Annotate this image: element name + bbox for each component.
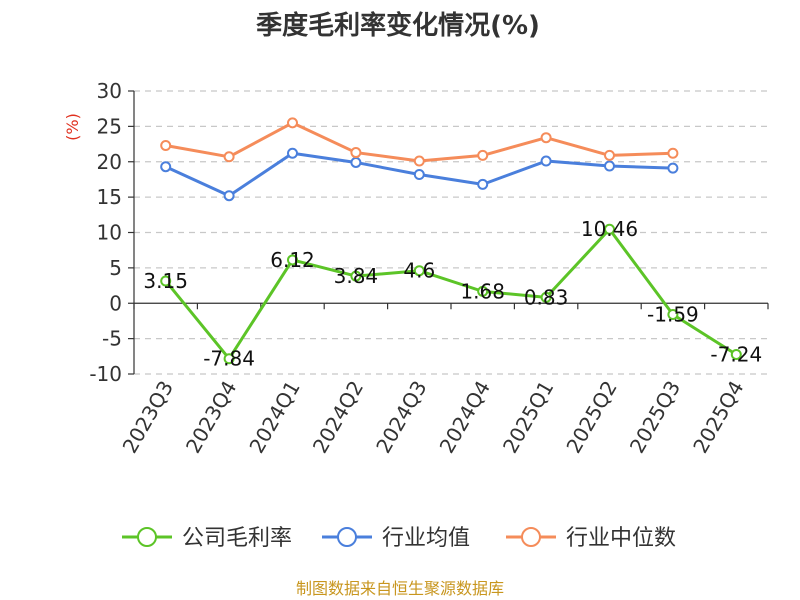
data-point — [540, 132, 552, 144]
data-point — [350, 147, 362, 159]
data-point — [160, 275, 172, 287]
data-label: 10.46 — [581, 217, 638, 241]
series-line — [165, 121, 673, 163]
data-point — [604, 160, 615, 172]
data-point — [350, 156, 362, 168]
y-tick-label: 0 — [109, 291, 122, 315]
x-tick-label: 2024Q2 — [308, 377, 368, 458]
y-tick-label: 25 — [97, 114, 122, 138]
data-label: 6.12 — [270, 248, 315, 272]
y-tick-label: 10 — [97, 221, 122, 245]
data-point — [477, 178, 489, 190]
data-point — [604, 149, 615, 161]
data-point — [287, 254, 298, 266]
data-labels: 3.15 -7.84 6.12 3.84 4.6 1.68 0.83 10.46 -1.59 -7… — [143, 217, 762, 370]
y-tick-label: -10 — [89, 362, 122, 386]
y-tick-label: -5 — [102, 327, 122, 351]
data-label: 0.83 — [524, 285, 569, 309]
legend-label: 行业中位数 — [566, 526, 676, 551]
data-point — [667, 162, 679, 174]
x-tick-label: 2025Q1 — [498, 377, 558, 458]
data-point — [604, 223, 615, 235]
y-axis-unit: (%) — [63, 113, 82, 141]
legend-marker — [521, 527, 541, 547]
data-point — [287, 147, 298, 159]
data-point — [223, 151, 235, 163]
data-point — [540, 155, 552, 167]
data-label: 4.6 — [403, 259, 435, 283]
data-point — [730, 348, 742, 360]
y-tick-label: 5 — [109, 256, 122, 280]
legend-label: 行业均值 — [382, 526, 470, 551]
data-point — [477, 285, 489, 297]
x-tick-label: 2025Q3 — [625, 377, 685, 458]
legend-marker — [337, 527, 357, 547]
data-point — [413, 265, 425, 277]
x-tick-label: 2025Q2 — [561, 377, 621, 458]
data-point — [477, 149, 489, 161]
data-point — [413, 155, 425, 167]
series-line — [164, 227, 738, 361]
chart-title: 季度毛利率变化情况(%) — [256, 10, 540, 41]
x-tick-label: 2023Q3 — [118, 377, 178, 458]
y-tick-label: 20 — [97, 150, 122, 174]
x-tick-label: 2025Q4 — [688, 377, 748, 458]
data-point — [413, 168, 425, 180]
data-point — [667, 147, 679, 159]
source-note: 制图数据来自恒生聚源数据库 — [296, 579, 504, 598]
y-tick-label: 30 — [97, 79, 122, 103]
x-tick-label: 2023Q4 — [181, 377, 241, 458]
series — [160, 117, 742, 365]
y-tick-label: 15 — [97, 185, 122, 209]
data-label: -7.84 — [203, 347, 255, 371]
data-point — [223, 353, 235, 365]
data-point — [160, 161, 172, 173]
data-point — [287, 117, 298, 129]
data-point — [667, 308, 679, 320]
data-point — [540, 291, 552, 303]
data-label: 1.68 — [460, 279, 505, 303]
data-label: 3.84 — [334, 264, 379, 288]
data-label: -7.24 — [710, 342, 762, 366]
data-point — [350, 270, 362, 282]
legend: 公司毛利率 行业均值 行业中位数 — [122, 526, 676, 551]
x-tick-label: 2024Q1 — [244, 377, 304, 458]
grid — [134, 90, 768, 375]
data-label: 3.15 — [143, 269, 188, 293]
legend-label: 公司毛利率 — [182, 526, 292, 551]
data-point — [160, 139, 172, 151]
data-label: -1.59 — [647, 302, 699, 326]
x-tick-label: 2024Q4 — [435, 377, 495, 458]
x-tick-label: 2024Q3 — [371, 377, 431, 458]
legend-marker — [137, 527, 157, 547]
data-point — [223, 190, 235, 202]
